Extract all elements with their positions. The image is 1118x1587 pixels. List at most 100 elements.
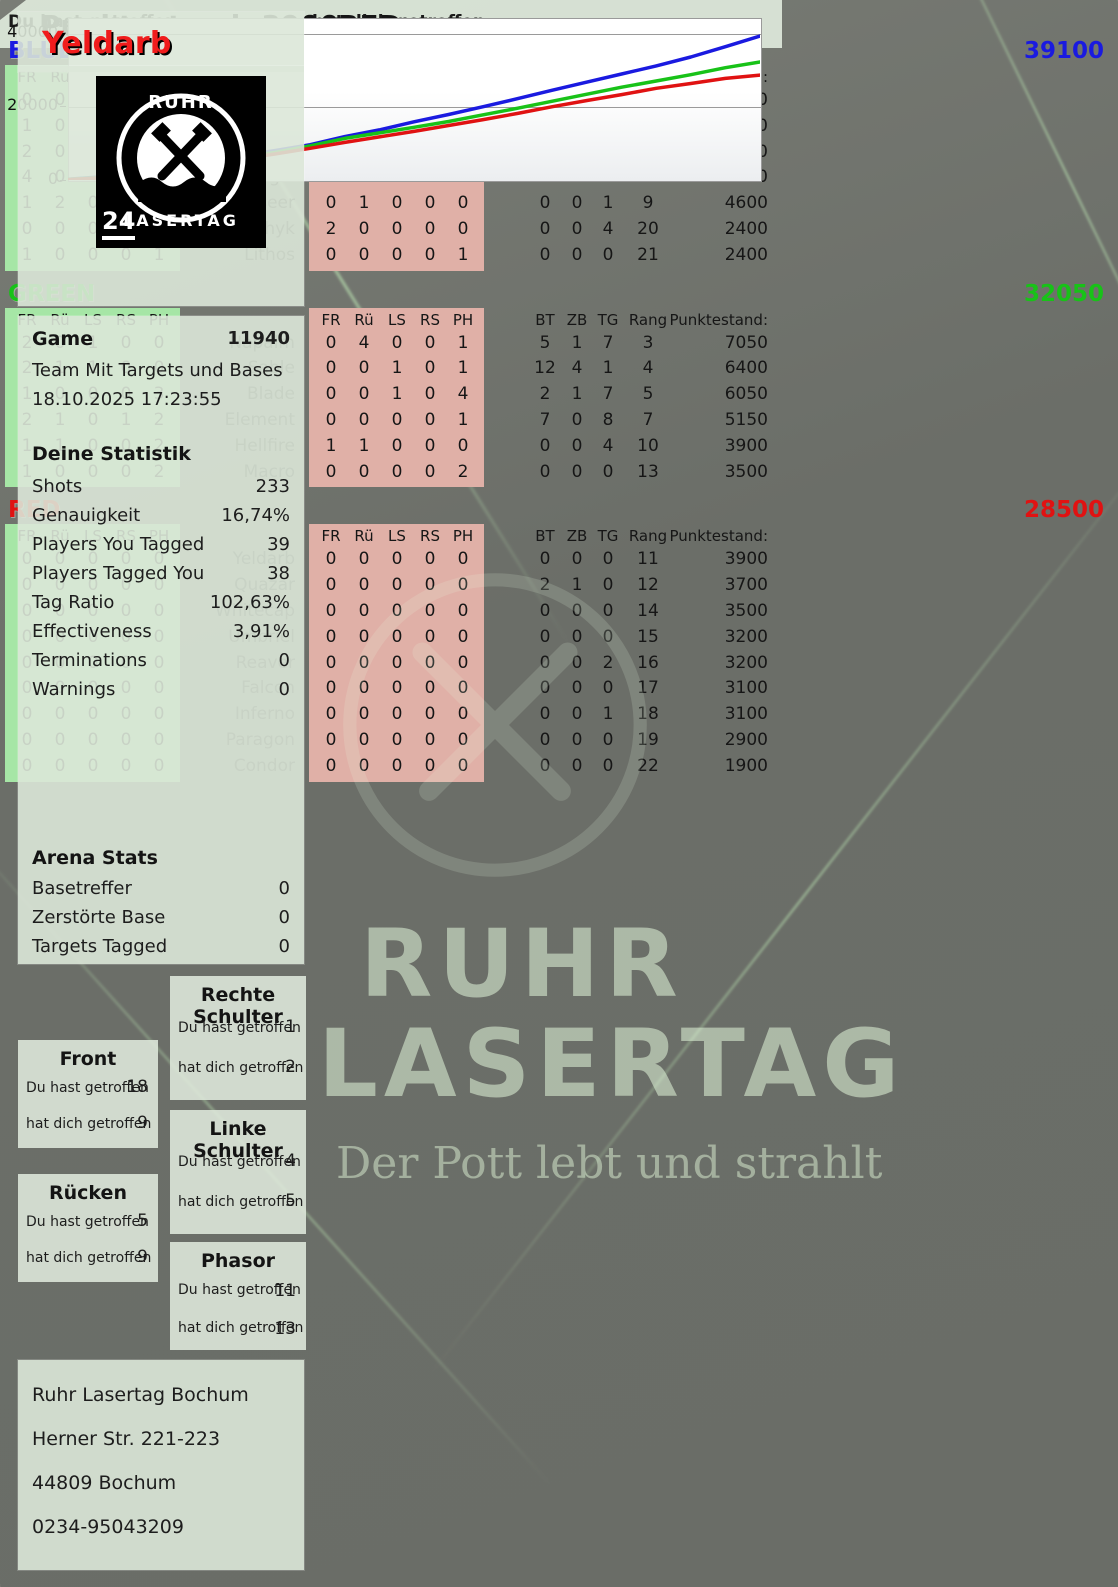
cell-zb: 4 [571,358,583,379]
cell-rang: 4 [642,358,654,379]
cell-them-rs: 0 [424,410,436,430]
cell-them-ls: 0 [391,461,403,482]
address-line-3: 44809 Bochum [32,1472,177,1494]
cell-them-ls: 1 [391,358,403,379]
zone-front-got-label: hat dich getroffen [26,1116,152,1132]
cell-them-rü: 0 [358,730,370,750]
game-datetime: 18.10.2025 17:23:55 [32,389,222,410]
svg-text:LASERTAG: LASERTAG [123,211,239,230]
cell-them-ls: 0 [391,730,403,750]
cell-them-rs: 0 [424,244,436,265]
stat-value: 102,63% [209,592,290,613]
cell-them-rü: 0 [358,219,370,239]
zone-phasor-hit-label: Du hast getroffen [178,1282,301,1298]
column-header-them-ph: PH [452,310,474,329]
zone-rsh-got-label: hat dich getroffen [178,1060,304,1076]
zone-lsh-hit-label: Du hast getroffen [178,1154,301,1170]
cell-punktestand: 3200 [724,652,768,673]
arena-stat-value: 0 [278,936,290,957]
column-header-them-ls: LS [388,527,406,546]
stats-title: Deine Statistik [32,443,191,465]
cell-them-fr: 0 [325,358,337,379]
cell-them-ph: 0 [457,575,469,596]
cell-them-fr: 0 [325,678,337,699]
cell-them-rü: 0 [358,678,370,699]
zone-right-shoulder-title: Rechte Schulter [193,984,283,1028]
cell-punktestand: 3500 [724,461,768,482]
zone-front: Front Du hast getroffen 18 hat dich getr… [18,1040,158,1148]
cell-them-fr: 0 [325,652,337,673]
cell-them-rü: 0 [358,601,370,621]
cell-them-rü: 0 [358,549,370,570]
cell-punktestand: 3200 [724,626,768,647]
cell-them-rü: 0 [358,410,370,430]
arena-stat-value: 0 [278,878,290,899]
cell-tg: 0 [602,244,614,265]
cell-punktestand: 6050 [724,384,768,405]
cell-zb: 0 [571,678,583,699]
cell-bt: 0 [539,244,551,265]
column-header-tg: TG [597,527,619,546]
cell-bt: 0 [539,435,551,456]
cell-bt: 2 [539,384,551,405]
column-header-punktestand: Punktestand: [669,527,768,546]
cell-them-rs: 0 [424,626,436,647]
cell-zb: 1 [571,575,583,596]
cell-bt: 0 [525,653,565,673]
svg-text:RUHR: RUHR [148,92,213,113]
cell-punktestand: 5150 [724,410,768,430]
cell-them-ls: 0 [391,549,403,570]
zone-phasor-got-value: 13 [274,1319,296,1339]
cell-them-fr: 0 [325,461,337,482]
address-line-4: 0234-95043209 [32,1516,184,1538]
ruhr-lasertag-logo-icon: RUHR LASERTAG [116,92,246,230]
tagged-you-band [309,524,484,782]
cell-punktestand: 3100 [724,678,768,699]
zone-phasor-hit-value: 11 [274,1281,296,1301]
tagged-you-band [309,307,484,488]
cell-them-ls: 0 [391,575,403,596]
cell-them-rs: 0 [424,461,436,482]
column-header-zb: ZB [566,527,588,546]
arena-stat-label: Targets Tagged [32,936,168,957]
cell-bt: 0 [539,730,551,750]
cell-them-fr: 2 [325,219,337,239]
cell-them-fr: 0 [325,244,337,265]
cell-them-fr: 0 [325,704,337,725]
cell-them-ls: 0 [391,332,403,353]
cell-tg: 8 [602,410,614,430]
zone-back-got-label: hat dich getroffen [26,1250,152,1266]
cell-zb: 0 [571,461,583,482]
cell-them-rü: 0 [358,755,370,776]
cell-them-ph: 1 [457,410,469,430]
cell-them-fr: 0 [325,601,337,621]
zone-rsh-got-value: 2 [285,1057,296,1077]
cell-zb: 0 [571,704,583,725]
cell-them-ph: 0 [457,193,469,214]
cell-them-rü: 4 [358,332,370,353]
cell-punktestand: 6400 [724,358,768,379]
stat-label: Shots [32,476,83,497]
cell-zb: 0 [571,730,583,750]
stat-label: Players Tagged You [32,563,205,584]
column-header-them-rü: Rü [354,527,374,546]
zone-lsh-got-value: 5 [285,1191,296,1211]
cell-them-ph: 0 [457,626,469,647]
logo-badge: 24 [102,209,136,240]
cell-them-ph: 0 [457,652,469,673]
cell-them-fr: 0 [325,332,337,353]
zone-back-hit-label: Du hast getroffen [26,1214,149,1230]
column-header-zb: ZB [566,310,588,329]
stat-value: 233 [255,476,290,497]
zone-front-hit-value: 18 [126,1077,148,1097]
zone-front-hit-label: Du hast getroffen [26,1080,149,1096]
cell-zb: 0 [571,193,583,214]
cell-them-ls: 0 [391,652,403,673]
column-header-them-fr: FR [321,527,341,546]
column-header-them-rs: RS [420,310,440,329]
cell-rang: 3 [642,332,654,353]
cell-them-ph: 0 [448,678,478,698]
cell-zb: 0 [571,549,583,570]
team-total-score: 39100 [1023,38,1104,64]
column-header-them-ls: LS [388,310,406,329]
